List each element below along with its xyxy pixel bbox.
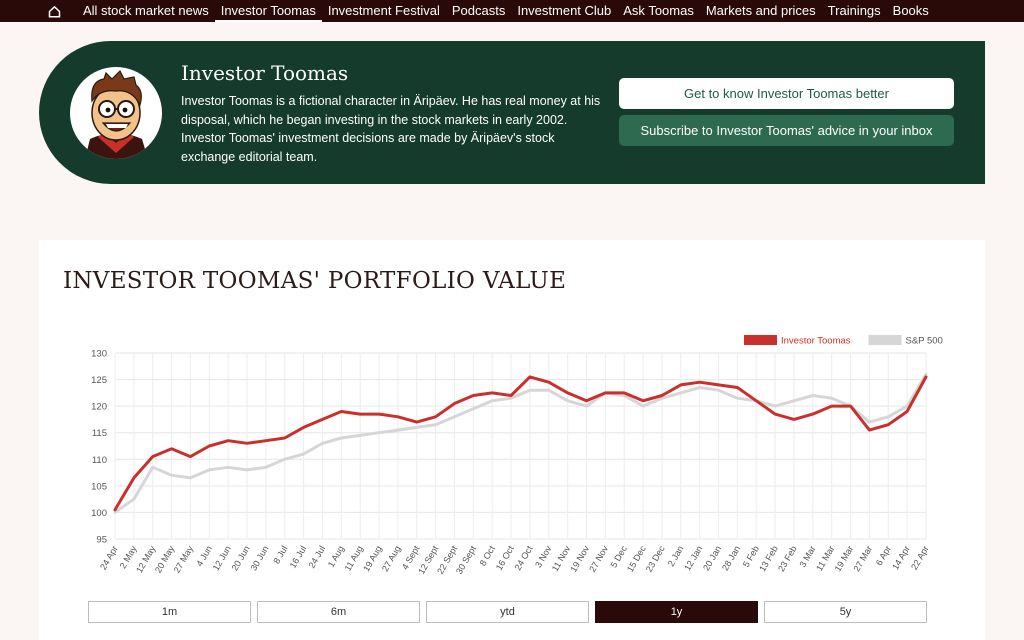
profile-description: Investor Toomas is a fictional character…: [181, 94, 601, 164]
y-tick-label: 115: [92, 428, 107, 439]
portfolio-title: INVESTOR TOOMAS' PORTFOLIO VALUE: [63, 268, 567, 294]
range-button-ytd[interactable]: ytd: [426, 601, 589, 623]
range-selector: 1m 6m ytd 1y 5y: [88, 601, 927, 623]
x-tick-label: 27 Nov: [587, 544, 610, 574]
nav-item-markets-and-prices[interactable]: Markets and prices: [705, 3, 816, 18]
legend-swatch: [744, 335, 777, 345]
nav-item-investor-toomas[interactable]: Investor Toomas: [214, 0, 322, 22]
get-to-know-button[interactable]: Get to know Investor Toomas better: [619, 78, 954, 109]
top-navigation: All stock market news Investor Toomas Inve…: [0, 0, 1024, 22]
x-tick-label: 27 Aug: [380, 544, 403, 573]
range-button-1m[interactable]: 1m: [88, 601, 251, 623]
x-tick-label: 23 Dec: [644, 544, 667, 574]
x-tick-label: 28 Jan: [720, 544, 742, 572]
range-button-1y[interactable]: 1y: [595, 601, 758, 623]
nav-item-investment-club[interactable]: Investment Club: [517, 3, 612, 18]
x-tick-label: 24 Oct: [513, 544, 535, 572]
x-tick-label: 27 Mar: [851, 544, 874, 573]
series-line-s-p-500: [113, 372, 928, 514]
x-tick-label: 2 Jan: [666, 544, 686, 568]
x-tick-label: 8 Jul: [271, 544, 289, 565]
legend-swatch: [868, 335, 902, 345]
y-tick-label: 120: [91, 402, 107, 413]
x-tick-label: 8 Oct: [478, 544, 498, 568]
x-tick-label: 23 Feb: [776, 544, 799, 573]
profile-name: Investor Toomas: [181, 61, 349, 85]
x-tick-label: 30 Jun: [248, 544, 270, 572]
nav-item-podcasts[interactable]: Podcasts: [451, 3, 506, 18]
x-tick-label: 24 Jul: [307, 544, 328, 570]
x-tick-label: 22 Apr: [909, 544, 931, 572]
nav-items: All stock market news Investor Toomas Inve…: [77, 0, 935, 22]
range-button-6m[interactable]: 6m: [257, 601, 420, 623]
nav-item-trainings[interactable]: Trainings: [827, 3, 881, 18]
x-tick-label: 16 Jul: [288, 544, 309, 570]
profile-banner: Investor Toomas Investor Toomas is a fic…: [39, 41, 985, 184]
x-tick-label: 24 Apr: [98, 544, 120, 572]
toomas-avatar: [70, 67, 162, 159]
home-icon[interactable]: [47, 4, 61, 18]
x-tick-label: 6 Apr: [874, 544, 893, 567]
range-button-5y[interactable]: 5y: [764, 601, 927, 623]
y-tick-label: 95: [96, 535, 107, 546]
nav-item-all-stock-market-news[interactable]: All stock market news: [83, 3, 209, 18]
x-tick-label: 27 May: [172, 544, 196, 575]
series-line-investor-toomas: [113, 375, 928, 512]
legend-label: Investor Toomas: [781, 336, 851, 347]
y-tick-label: 130: [91, 349, 107, 360]
y-tick-label: 105: [91, 481, 107, 492]
legend-label: S&P 500: [906, 336, 943, 347]
y-tick-label: 110: [92, 455, 107, 466]
nav-item-investment-festival[interactable]: Investment Festival: [327, 3, 440, 18]
subscribe-button[interactable]: Subscribe to Investor Toomas' advice in …: [619, 115, 954, 146]
nav-item-books[interactable]: Books: [892, 3, 929, 18]
y-tick-label: 125: [91, 375, 107, 386]
y-tick-label: 100: [91, 508, 107, 519]
x-tick-label: 4 Jun: [194, 544, 214, 568]
portfolio-card: 95 100 105 110 115 120 125 130 24 Apr 2 May 12 May…: [39, 240, 985, 640]
nav-item-ask-toomas[interactable]: Ask Toomas: [623, 3, 694, 18]
